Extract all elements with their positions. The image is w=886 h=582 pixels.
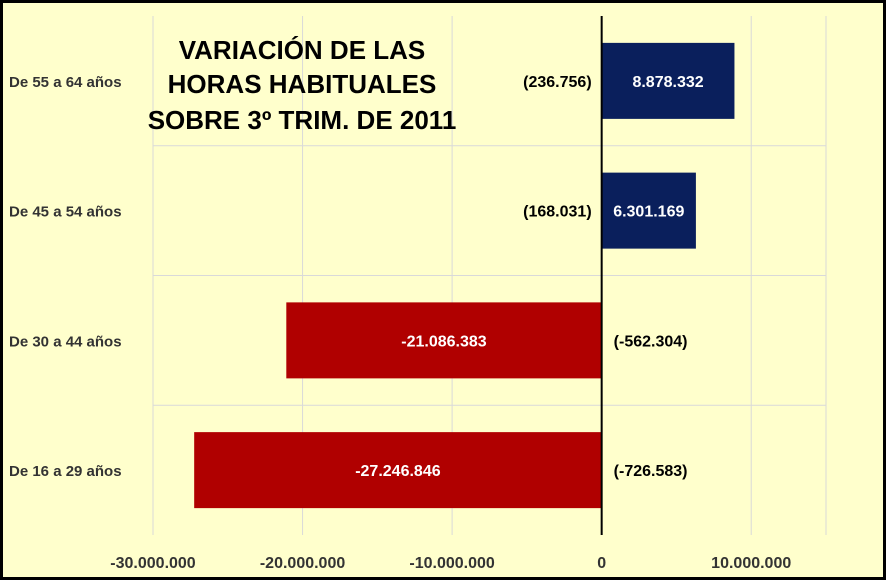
secondary-label-4: (-726.583) bbox=[614, 463, 688, 480]
chart-title: VARIACIÓN DE LAS HORAS HABITUALES SOBRE … bbox=[148, 35, 457, 135]
bar-value-label-4: -27.246.846 bbox=[355, 463, 441, 480]
x-tick-label-2: -20.000.000 bbox=[260, 555, 346, 572]
x-tick-label-4: 0 bbox=[597, 555, 606, 572]
bars bbox=[194, 42, 735, 509]
bar-4 bbox=[194, 432, 602, 509]
bar-value-label-1: 8.878.332 bbox=[632, 74, 703, 91]
category-label-4: De 16 a 29 años bbox=[9, 463, 122, 480]
bar-1 bbox=[601, 42, 735, 119]
grid-lines bbox=[152, 16, 827, 535]
chart-title-line-3: SOBRE 3º TRIM. DE 2011 bbox=[148, 105, 457, 135]
secondary-label-1: (236.756) bbox=[523, 74, 592, 91]
category-label-2: De 45 a 54 años bbox=[9, 204, 122, 221]
secondary-label-3: (-562.304) bbox=[614, 333, 688, 350]
labels: 8.878.332 (236.756) De 55 a 64 años 6.301.1… bbox=[9, 74, 791, 572]
category-label-3: De 30 a 44 años bbox=[9, 333, 122, 350]
bar-2 bbox=[601, 172, 696, 249]
x-tick-label-1: -30.000.000 bbox=[110, 555, 196, 572]
x-tick-label-3: -10.000.000 bbox=[409, 555, 495, 572]
bar-value-label-3: -21.086.383 bbox=[401, 333, 487, 350]
bar-value-label-2: 6.301.169 bbox=[613, 204, 684, 221]
bar-chart: 8.878.332 (236.756) De 55 a 64 años 6.301.1… bbox=[9, 16, 827, 572]
category-label-1: De 55 a 64 años bbox=[9, 74, 122, 91]
chart-title-line-2: HORAS HABITUALES bbox=[168, 69, 437, 99]
secondary-label-2: (168.031) bbox=[523, 204, 592, 221]
bar-3 bbox=[286, 302, 602, 379]
chart-title-line-1: VARIACIÓN DE LAS bbox=[179, 35, 426, 65]
x-tick-label-5: 10.000.000 bbox=[711, 555, 791, 572]
